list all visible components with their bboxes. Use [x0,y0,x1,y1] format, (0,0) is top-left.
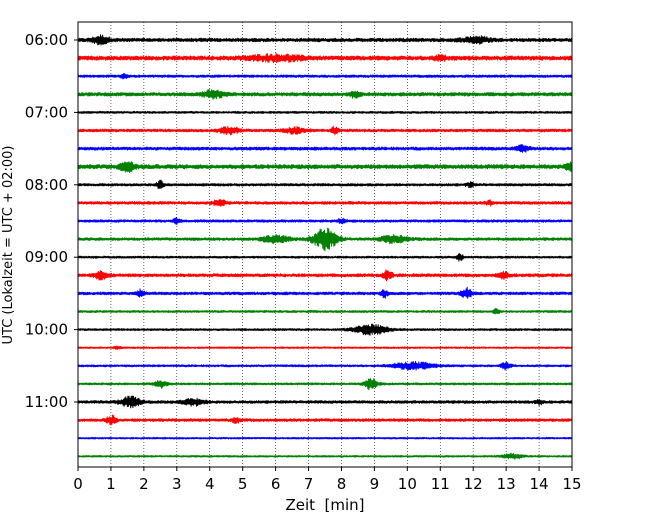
trace-line [77,436,573,440]
x-axis: 0 1 2 3 4 5 6 7 8 9 10 11 12 13 14 15 [73,467,582,493]
trace-group [77,34,573,460]
trace-line [77,89,573,100]
x-tick-label: 13 [497,475,516,493]
trace-line [77,345,573,350]
x-axis-label: Zeit [min] [285,496,364,514]
x-tick-label: 10 [398,475,417,493]
trace-line [77,216,573,225]
x-tick-label: 3 [172,475,182,493]
x-tick-label: 4 [205,475,215,493]
trace-line [77,286,573,299]
trace-line [77,227,573,252]
y-axis-label: UTC (Lokalzeit = UTC + 02:00) [1,146,16,345]
y-tick-label: 10:00 [25,321,68,339]
x-tick-label: 14 [530,475,549,493]
trace-line [77,125,573,136]
trace-line [77,395,573,409]
trace-line [77,52,573,64]
trace-line [77,378,573,391]
y-tick-label: 08:00 [25,176,68,194]
trace-line [77,143,573,153]
x-tick-label: 1 [106,475,116,493]
y-axis: 06:00 07:00 08:00 09:00 10:00 11:00 [25,31,78,411]
y-tick-label: 09:00 [25,248,68,266]
x-tick-label: 5 [238,475,248,493]
x-tick-label: 7 [304,475,314,493]
trace-line [77,414,573,426]
x-tick-label: 0 [73,475,83,493]
trace-line [77,269,573,282]
trace-line [77,360,573,371]
trace-line [77,307,573,315]
trace-line [77,110,573,114]
trace-line [77,253,573,262]
x-tick-label: 6 [271,475,281,493]
x-tick-label: 8 [337,475,347,493]
x-tick-label: 11 [431,475,450,493]
trace-line [77,198,573,207]
y-tick-label: 06:00 [25,31,68,49]
trace-line [77,452,573,460]
grid-lines [110,22,540,467]
x-tick-label: 15 [562,475,581,493]
trace-line [77,73,573,80]
x-tick-label: 12 [464,475,483,493]
trace-line [77,161,573,173]
y-tick-label: 07:00 [25,103,68,121]
trace-line [77,179,573,190]
trace-line [77,34,573,46]
plot-frame [77,21,573,468]
x-tick-label: 9 [370,475,380,493]
y-tick-label: 11:00 [25,393,68,411]
x-tick-label: 2 [139,475,149,493]
trace-line [77,323,573,336]
